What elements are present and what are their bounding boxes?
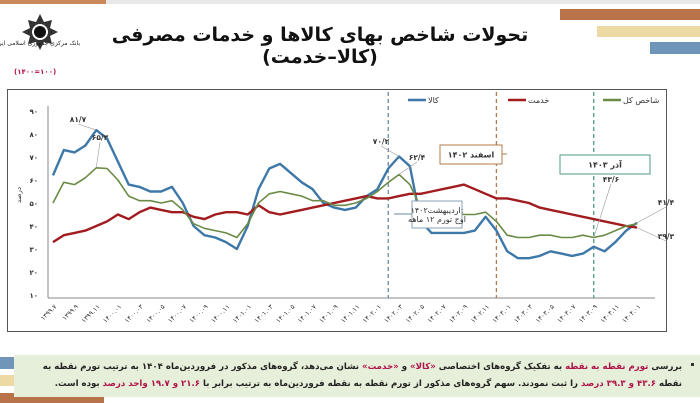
annotation-azar-total: ۴۳/۶ [603,175,619,184]
y-tick-label: ۳۰ [29,246,38,254]
legend-label: خدمت [528,96,549,105]
series-line-2 [52,167,638,239]
note-highlight: «خدمت» [362,362,399,372]
x-tick-label: ۱۴۰۲.۰۵ [404,302,426,324]
page-title: تحولات شاخص بهای کالاها و خدمات مصرفی (ک… [111,24,529,68]
y-tick-label: ۶۰ [29,177,38,185]
y-tick-label: ۴۰ [29,223,38,231]
note-highlight: تورم نقطه به نقطه [565,362,649,372]
x-tick-label: ۱۴۰۲.۰۹ [447,302,469,324]
x-tick-label: ۱۴۰۰.۰۱ [101,303,123,325]
x-tick-label: ۱۴۰۱.۰۵ [274,302,296,324]
annotation-leader [380,145,400,157]
note-text: نشان می‌دهد، گروه‌های مذکور در فروردین‌م… [42,362,682,389]
x-tick-label: ۱۴۰۰.۰۳ [123,302,145,324]
annotation-leader [77,123,97,131]
bank-logo-icon [22,14,58,50]
x-tick-label: ۱۴۰۲.۰۷ [426,302,448,324]
bullet-icon [691,363,694,366]
x-tick-label: ۱۴۰۳.۰۱ [491,303,513,325]
x-tick-label: ۱۴۰۲.۰۱ [361,303,383,325]
annotation-peak2-goods: ۷۰/۲ [373,137,390,146]
series-line-0 [51,128,638,260]
annotation-box-esfand-text: اسفند ۱۴۰۲ [448,151,495,160]
x-tick-label: ۱۴۰۱.۰۱ [231,303,253,325]
note-text: را ثبت نمودند. سهم گروه‌های مذکور از تور… [200,379,582,389]
summary-text: بررسی تورم نقطه به نقطه به تفکیک گروه‌ها… [32,359,682,393]
y-axis-label: درصد [15,187,23,203]
x-tick-label: ۱۴۰۰.۱۱ [210,303,232,325]
x-tick-label: ۱۴۰۱.۰۷ [296,302,318,324]
x-tick-label: ۱۴۰۳.۰۷ [556,302,578,324]
bank-name: بانک مرکزی جمهوری اسلامی ایران [0,40,80,47]
chart-frame [7,89,667,332]
x-tick-label: ۱۴۰۱.۰۹ [318,302,340,324]
decorative-stripe [650,42,700,54]
y-tick-label: ۱۰ [29,292,38,300]
annotation-leader [398,161,418,175]
decorative-stripe [560,9,700,20]
annotation-peak2-total: ۶۲/۴ [409,153,426,162]
annotation-leader [593,183,612,238]
y-tick-label: ۲۰ [29,269,38,277]
x-tick-label: ۱۴۰۳.۰۳ [512,302,534,324]
series-line-1 [52,183,638,244]
note-highlight: ۴۳.۶ و ۳۹.۳ درصد [581,379,656,389]
decorative-stripe [597,26,700,37]
x-tick-label: ۱۴۰۱.۰۳ [253,302,275,324]
annotation-end-services: ۳۹/۳ [658,232,675,241]
annotation-box-ordibehesht-text: اردیبهشت۱۴۰۲: [411,206,464,215]
x-tick-label: ۱۴۰۳.۰۵ [534,302,556,324]
x-tick-label: ۱۴۰۲.۱۱ [469,303,491,325]
decorative-stripe [0,0,106,4]
note-text: بوده است. [54,379,103,389]
legend-label: شاخص کل [623,96,660,105]
annotation-box-azar [559,154,651,175]
x-tick-label: ۱۴۰۰.۰۹ [188,302,210,324]
legend-label: کالا [428,96,439,105]
summary-note: بررسی تورم نقطه به نقطه به تفکیک گروه‌ها… [14,355,700,397]
x-tick-label: ۱۳۹۹.۷ [39,302,59,322]
x-tick-label: ۱۳۹۹.۱۱ [80,303,102,325]
note-text: بررسی [648,362,682,372]
x-tick-label: ۱۴۰۰.۰۷ [166,302,188,324]
x-tick-label: ۱۴۰۳.۰۹ [577,302,599,324]
annotation-peak-total: ۶۵/۳ [92,133,109,142]
y-tick-label: ۷۰ [29,154,38,162]
x-tick-label: ۱۳۹۹.۹ [61,302,81,322]
y-tick-label: ۸۰ [29,131,38,139]
x-tick-label: ۱۴۰۳.۱۱ [599,303,621,325]
note-highlight: «کالا» [410,362,436,372]
annotation-peak-goods: ۸۱/۷ [70,115,87,124]
annotation-box-ordibehesht-text: اوج تورم ۱۲ ماهه [408,215,466,224]
decorative-stripe [0,357,14,369]
decorative-stripe [0,375,14,386]
annotation-box-azar-text: آذر ۱۴۰۳ [588,160,622,170]
top-border [0,0,700,4]
x-tick-label: ۱۴۰۲.۰۳ [383,302,405,324]
annotation-box-ordibehesht [411,200,463,229]
annotation-end-goods: ۴۱/۴ [658,198,675,207]
y-tick-label: ۹۰ [29,108,38,116]
x-tick-label: ۱۴۰۴.۰۱ [620,303,642,325]
annotation-leader [636,227,667,242]
x-tick-label: ۱۴۰۱.۱۱ [339,303,361,325]
annotation-leader [636,206,667,224]
annotation-leader [95,141,101,168]
y-tick-label: ۵۰ [29,200,38,208]
x-tick-label: ۱۴۰۰.۰۵ [145,302,167,324]
base-year-note: (۱۴۰۰=۱۰۰) [14,68,57,76]
decorative-stripe [0,393,104,403]
note-highlight: ۲۱.۶ و ۱۹.۷ واحد درصد [102,379,201,389]
note-text: به تفکیک گروه‌های اختصاصی [435,362,566,372]
line-chart: ۱۰ ۲۰ ۳۰ ۴۰ ۵۰ ۶۰ ۷۰ ۸۰ ۹۰ درصد ۱۳۹۹.۷ ۱۳۹۹.۹ ۱۳۹۹.۱… [15,92,675,325]
note-text: و [398,362,411,372]
